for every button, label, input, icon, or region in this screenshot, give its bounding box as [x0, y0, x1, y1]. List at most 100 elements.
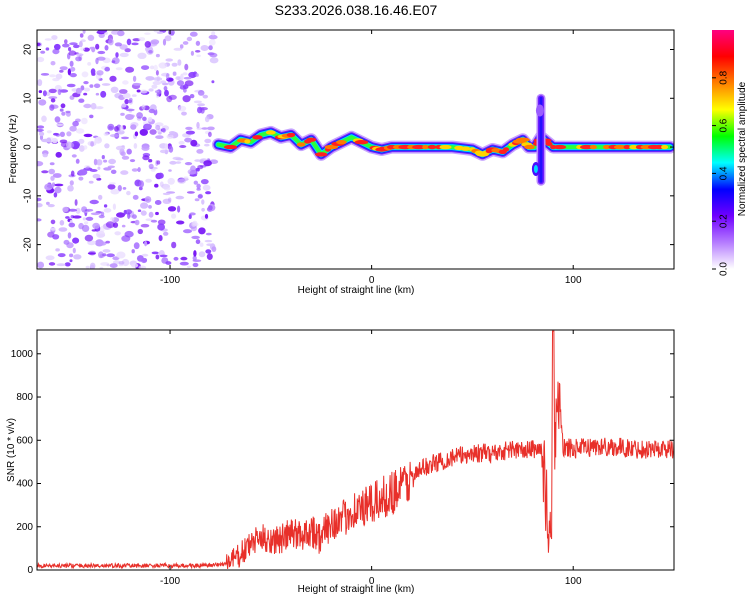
noise-blob	[153, 77, 163, 81]
ridge-hotspot	[623, 144, 631, 150]
noise-blob	[126, 38, 132, 46]
noise-blob	[49, 74, 56, 78]
noise-blob	[131, 214, 137, 219]
noise-blob	[208, 45, 213, 51]
ridge-hotspot	[306, 137, 317, 142]
noise-blob	[182, 72, 188, 76]
x-tick-label: 100	[565, 275, 582, 286]
noise-blob	[125, 114, 134, 120]
noise-blob	[72, 120, 79, 127]
noise-blob	[40, 73, 50, 76]
noise-blob	[101, 83, 111, 86]
noise-blob	[93, 158, 98, 166]
snr-x-label: Height of straight line (km)	[298, 584, 415, 595]
noise-blob	[37, 261, 45, 269]
noise-blob	[141, 104, 146, 110]
noise-blob	[176, 80, 185, 86]
noise-blob	[208, 39, 216, 46]
noise-blob	[190, 50, 194, 56]
noise-blob	[104, 66, 110, 72]
noise-blob	[117, 30, 125, 37]
noise-blob	[41, 115, 47, 123]
ridge-hotspot	[315, 152, 328, 157]
colorbar-scale	[712, 30, 734, 269]
noise-blob	[47, 204, 55, 208]
noise-blob	[91, 46, 96, 53]
noise-blob	[159, 254, 168, 258]
noise-blob	[84, 221, 89, 225]
noise-blob	[159, 149, 169, 154]
noise-blob	[175, 157, 184, 161]
noise-blob	[198, 251, 206, 258]
noise-blob	[189, 94, 195, 99]
noise-blob	[59, 69, 64, 73]
noise-blob	[83, 133, 93, 138]
noise-blob	[188, 214, 192, 220]
ridge-hotspot	[265, 130, 276, 135]
noise-blob	[82, 217, 87, 221]
noise-blob	[97, 166, 101, 170]
noise-blob	[126, 148, 132, 155]
noise-blob	[185, 130, 195, 135]
ridge-hotspot	[286, 132, 296, 138]
noise-blob	[59, 89, 69, 93]
noise-blob	[78, 145, 85, 152]
noise-blob	[53, 132, 59, 136]
noise-blob	[168, 94, 177, 100]
noise-blob	[194, 198, 200, 202]
noise-blob	[76, 53, 84, 57]
noise-blob	[62, 206, 69, 212]
noise-blob	[69, 259, 73, 263]
noise-blob	[155, 53, 160, 58]
noise-blob	[95, 92, 100, 96]
noise-blob	[156, 31, 164, 34]
noise-blob	[103, 132, 109, 137]
noise-blob	[148, 205, 152, 209]
noise-blob	[193, 250, 197, 257]
noise-blob	[53, 192, 58, 198]
ridge-hotspot	[324, 144, 338, 150]
noise-blob	[87, 62, 92, 66]
noise-blob	[148, 88, 154, 92]
noise-blob	[144, 41, 151, 48]
noise-blob	[131, 42, 139, 46]
noise-blob	[196, 183, 201, 189]
noise-blob	[112, 203, 116, 210]
noise-blob	[125, 209, 132, 215]
noise-blob	[99, 266, 104, 269]
noise-blob	[37, 42, 41, 46]
noise-blob	[197, 90, 205, 96]
noise-blob	[200, 107, 205, 114]
ridge-hotspot	[252, 135, 263, 140]
y-tick-label: 10	[23, 92, 34, 104]
ridge-hotspot	[603, 144, 611, 150]
noise-blob	[101, 155, 105, 160]
noise-blob	[96, 56, 106, 61]
ridge-hotspot	[580, 144, 594, 150]
spike-core	[533, 165, 538, 173]
noise-blob	[164, 35, 172, 42]
noise-blob	[69, 66, 76, 72]
ridge-hotspot	[439, 144, 452, 150]
noise-blob	[73, 44, 80, 49]
noise-blob	[103, 208, 112, 213]
noise-blob	[189, 31, 198, 37]
noise-blob	[131, 94, 137, 97]
noise-region	[37, 30, 219, 269]
spectral-ridge	[211, 125, 674, 161]
noise-blob	[183, 76, 192, 80]
noise-blob	[192, 255, 197, 261]
noise-blob	[119, 89, 128, 94]
noise-blob	[103, 159, 108, 163]
noise-blob	[196, 187, 201, 191]
noise-blob	[55, 151, 62, 158]
noise-blob	[41, 170, 49, 174]
ridge-hotspot	[661, 144, 669, 150]
noise-blob	[87, 240, 96, 246]
noise-blob	[154, 200, 162, 205]
noise-blob	[165, 73, 170, 80]
noise-blob	[205, 232, 212, 236]
noise-blob	[91, 229, 97, 232]
noise-blob	[92, 222, 100, 229]
